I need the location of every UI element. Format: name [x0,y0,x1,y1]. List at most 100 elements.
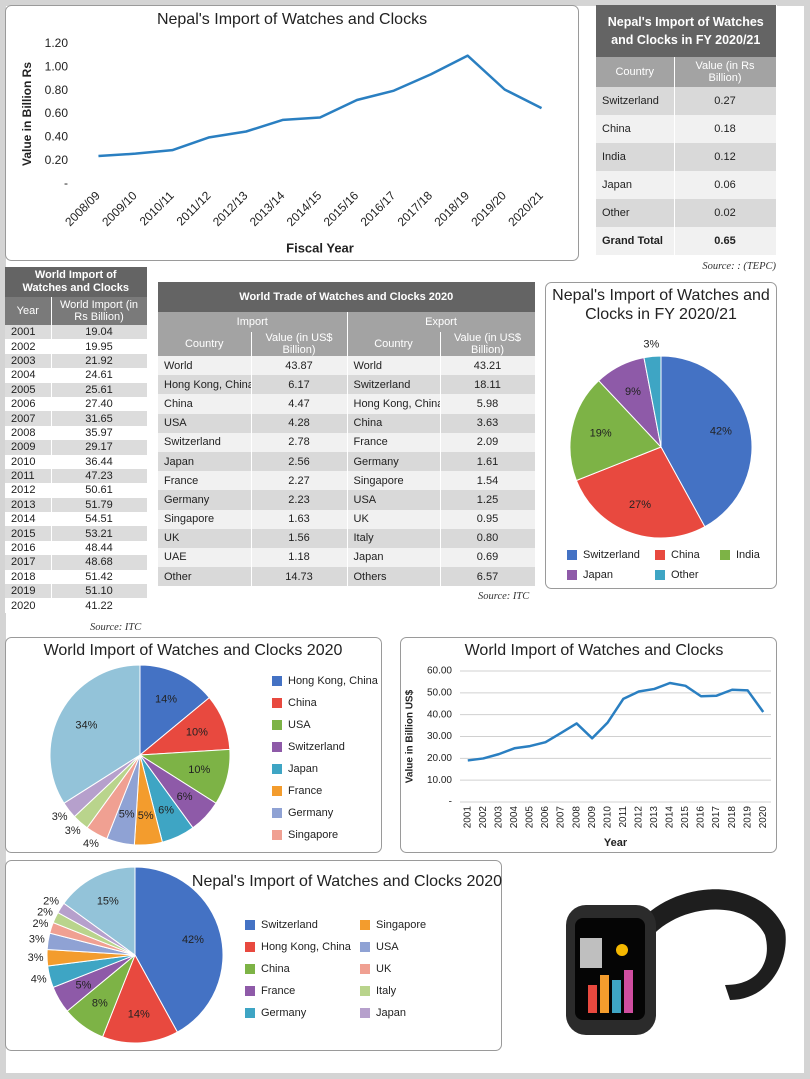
table-cell: China [158,394,252,414]
slice-label: 6% [158,804,174,816]
table-row: Germany 2.23 USA 1.25 [158,490,536,510]
table-row: 2014 54.51 [5,512,148,527]
table-title: Nepal's Import of Watches and Clocks in … [596,5,777,57]
slice-label: 14% [128,1009,150,1021]
table-cell: 6.17 [251,375,348,395]
table-cell: 48.68 [51,555,148,570]
table-cell: 51.42 [51,569,148,585]
table-cell: 18.11 [440,375,536,395]
slice-label: 6% [177,791,193,803]
pie-slice [643,355,662,448]
title-row: World Import of Watches and Clocks [5,267,148,297]
x-tick-label: 2007 [556,806,567,829]
table-cell: 50.61 [51,483,148,498]
legend-label: Japan [288,763,318,775]
legend-swatch [272,786,282,796]
y-tick-label: 0.20 [45,153,69,167]
legend-label: Singapore [376,919,426,931]
table-cell: Other [158,567,252,587]
slice-label: 34% [75,719,97,731]
x-tick-label: 2005 [525,806,536,829]
table-title: World Import of Watches and Clocks [5,267,148,297]
table-cell: World [347,356,441,376]
y-tick-label: - [64,176,68,190]
chart-title: Nepal's Import of Watches and Clocks 202… [192,873,502,890]
table-row: Japan 0.06 [596,171,777,199]
table-cell: 1.56 [251,528,348,548]
pie-slice [63,866,136,956]
table-cell: 14.73 [251,567,348,587]
table-cell: 6.57 [440,567,536,587]
legend-label: Singapore [288,829,338,841]
legend-swatch [567,550,577,560]
table-row: 2011 47.23 [5,468,148,484]
table-row: Grand Total 0.65 [596,227,777,255]
table-cell: Switzerland [596,87,675,115]
table-cell: 2.27 [251,471,348,491]
legend-swatch [360,986,370,996]
table-cell: 43.87 [251,356,348,376]
pie-slice [569,379,662,482]
y-tick-label: 0.40 [45,130,69,144]
x-tick-label: 2008 [571,806,582,829]
legend-label: Italy [376,985,397,997]
x-tick-label: 2010 [602,806,613,829]
header-row: Country Value (in Rs Billion) [596,57,777,87]
panel [5,5,579,261]
legend-label: Germany [288,807,334,819]
slice-label: 5% [119,809,135,821]
table-cell: 35.97 [51,425,148,441]
legend-swatch [245,964,255,974]
column-header: Value (in US$ Billion) [251,332,348,356]
x-tick-label: 2009 [587,806,598,829]
legend-label: Germany [261,1007,307,1019]
slice-label: 3% [643,339,659,351]
slice-label: 5% [76,979,92,991]
x-tick-label: 2020 [758,806,769,829]
legend-label: India [736,549,761,561]
table-cell: 47.23 [51,468,148,484]
table-cell: 51.79 [51,497,148,513]
table-row: Other 14.73 Others 6.57 [158,567,536,587]
legend-swatch [272,808,282,818]
y-tick-label: 1.20 [45,36,69,50]
column-header: World Import (in Rs Billion) [51,297,148,325]
table-cell: 0.65 [674,227,777,255]
slice-label: 42% [710,426,732,438]
legend-label: Other [671,569,699,581]
table-cell: Switzerland [158,432,252,452]
pie-slice [575,446,706,539]
table-row: 2019 51.10 [5,584,148,599]
table-cell: 1.54 [440,471,536,491]
table-row: 2010 36.44 [5,454,148,469]
y-axis-label: Value in Billion Rs [20,62,34,166]
legend-label: USA [288,719,311,731]
table-cell: 1.25 [440,490,536,510]
legend-swatch [245,920,255,930]
table-cell: USA [347,490,441,510]
chart-title: World Import of Watches and Clocks [465,642,724,659]
legend-swatch [360,920,370,930]
table-cell: 36.44 [51,454,148,469]
table-cell: 51.10 [51,584,148,599]
table-row: 2003 21.92 [5,353,148,369]
x-tick-label: 2001 [462,806,473,829]
legend-label: China [288,697,318,709]
table-cell: 4.47 [251,394,348,414]
table-cell: Others [347,567,441,587]
x-tick-label: 2016 [696,806,707,829]
table-cell: UK [158,528,252,548]
data-table: World Import of Watches and Clocks Year Wo… [5,267,148,613]
column-header: Country [158,332,252,356]
legend-label: Switzerland [288,741,345,753]
table-row: 2006 27.40 [5,396,148,412]
legend-swatch [360,942,370,952]
slice-label: 10% [186,726,208,738]
slice-label: 3% [28,952,44,964]
slice-label: 27% [629,499,651,511]
group-row: Import Export [158,312,536,332]
chart-title: World Import of Watches and Clocks 2020 [44,642,343,659]
table-cell: 4.28 [251,413,348,433]
x-tick-label: 2017 [711,806,722,829]
table-cell: 2020 [5,598,52,613]
